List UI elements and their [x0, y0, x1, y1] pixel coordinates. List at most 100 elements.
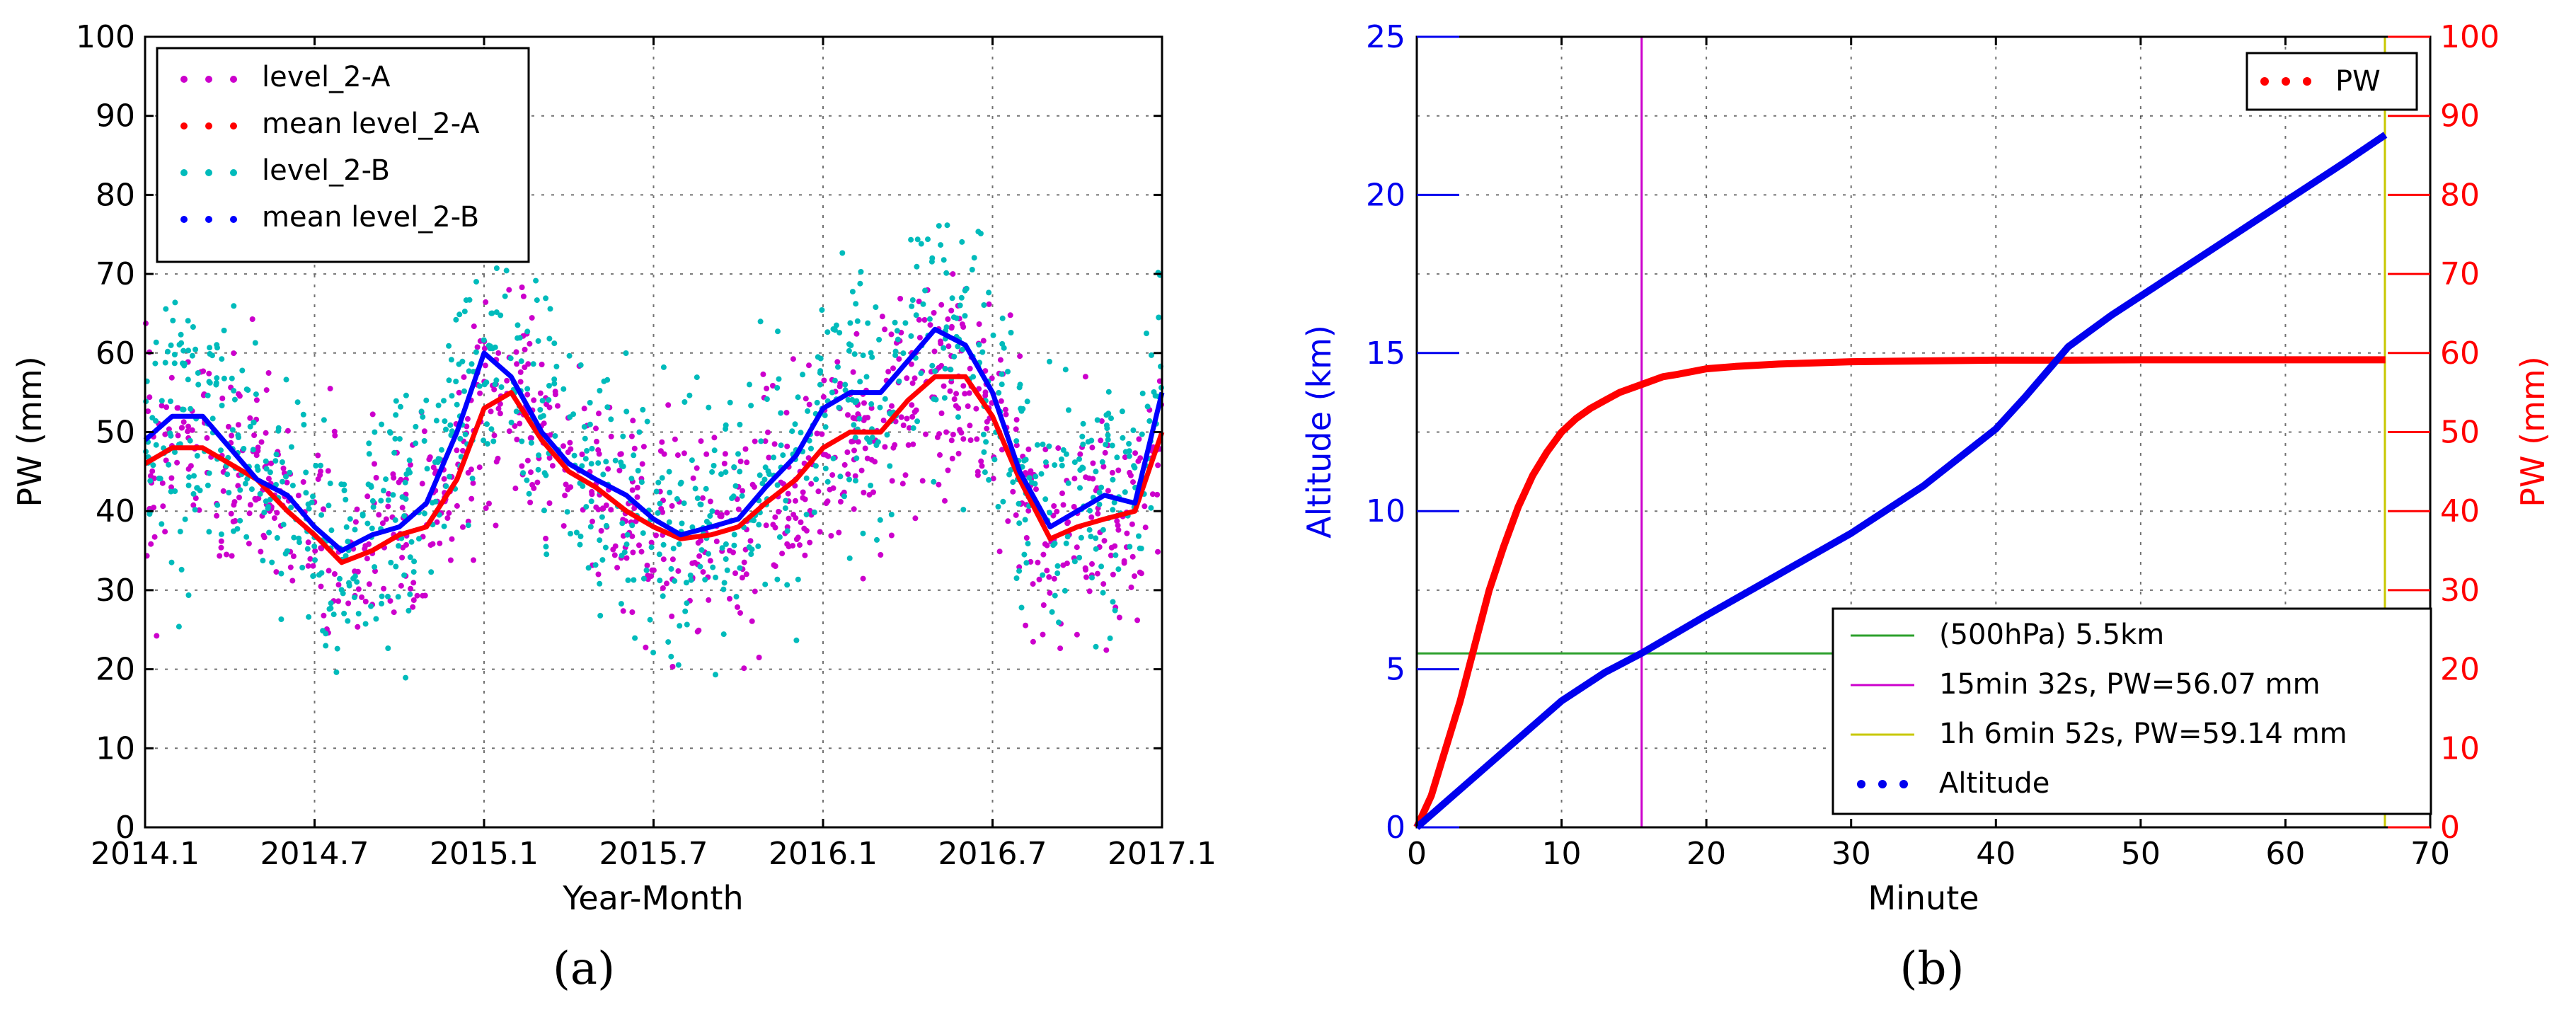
scatter-point-level-2-a — [381, 585, 387, 592]
scatter-point-level-2-b — [868, 483, 874, 488]
scatter-point-level-2-b — [629, 522, 636, 529]
scatter-point-level-2-b — [318, 570, 325, 576]
scatter-point-level-2-a — [427, 542, 434, 548]
scatter-point-level-2-a — [904, 375, 910, 381]
scatter-point-level-2-b — [689, 524, 696, 530]
scatter-point-level-2-a — [696, 627, 702, 633]
scatter-point-level-2-a — [931, 310, 937, 316]
scatter-point-level-2-b — [566, 352, 573, 359]
scatter-point-level-2-b — [326, 606, 333, 612]
scatter-point-level-2-a — [807, 507, 813, 514]
scatter-point-level-2-a — [159, 403, 165, 409]
scatter-point-level-2-a — [802, 552, 808, 558]
scatter-point-level-2-b — [283, 377, 289, 383]
scatter-point-level-2-b — [687, 573, 694, 578]
scatter-point-level-2-b — [604, 377, 611, 383]
scatter-point-level-2-b — [636, 429, 643, 435]
scatter-point-level-2-a — [146, 394, 153, 401]
scatter-point-level-2-b — [635, 468, 641, 473]
scatter-point-level-2-a — [793, 536, 800, 542]
scatter-point-level-2-b — [1038, 471, 1045, 477]
scatter-point-level-2-b — [976, 342, 982, 347]
scatter-point-level-2-b — [235, 432, 241, 438]
scatter-point-level-2-a — [616, 467, 623, 473]
scatter-point-level-2-b — [547, 306, 553, 312]
scatter-point-level-2-a — [595, 506, 602, 512]
scatter-point-level-2-a — [1025, 507, 1032, 514]
scatter-point-level-2-b — [857, 280, 863, 287]
scatter-point-level-2-b — [599, 514, 605, 520]
scatter-point-level-2-a — [1083, 474, 1089, 481]
scatter-point-level-2-b — [299, 565, 306, 570]
scatter-point-level-2-a — [698, 438, 704, 444]
scatter-point-level-2-a — [618, 451, 624, 457]
scatter-point-level-2-a — [300, 479, 306, 485]
scatter-point-level-2-a — [271, 515, 277, 522]
scatter-point-level-2-a — [707, 558, 713, 564]
scatter-point-level-2-b — [914, 418, 921, 425]
scatter-point-level-2-b — [941, 257, 947, 263]
scatter-point-level-2-a — [825, 453, 832, 459]
scatter-point-level-2-b — [941, 395, 948, 401]
scatter-point-level-2-a — [640, 444, 647, 450]
scatter-point-level-2-a — [943, 429, 950, 435]
scatter-point-level-2-b — [388, 559, 394, 565]
y-tick-label: 80 — [96, 177, 135, 213]
scatter-point-level-2-b — [229, 375, 235, 381]
scatter-point-level-2-b — [660, 364, 667, 370]
scatter-point-level-2-b — [403, 392, 409, 398]
scatter-point-level-2-a — [163, 457, 169, 464]
scatter-point-level-2-a — [960, 383, 967, 389]
scatter-point-level-2-a — [1090, 460, 1096, 466]
scatter-point-level-2-b — [1107, 635, 1113, 641]
scatter-point-level-2-a — [820, 452, 827, 458]
scatter-point-level-2-b — [498, 384, 505, 390]
scatter-point-level-2-a — [447, 557, 454, 563]
scatter-point-level-2-a — [945, 467, 951, 473]
scatter-point-level-2-a — [1136, 436, 1142, 442]
scatter-point-level-2-b — [579, 463, 585, 469]
y-tick-label: 20 — [96, 652, 135, 688]
scatter-point-level-2-a — [593, 425, 599, 432]
scatter-point-level-2-a — [552, 391, 558, 398]
scatter-point-level-2-b — [1139, 431, 1145, 437]
scatter-point-level-2-b — [288, 505, 294, 511]
scatter-point-level-2-b — [396, 436, 403, 442]
scatter-point-level-2-b — [1016, 520, 1023, 527]
scatter-point-level-2-b — [1023, 560, 1030, 566]
scatter-point-level-2-a — [1100, 464, 1107, 470]
scatter-point-level-2-b — [253, 391, 259, 398]
scatter-point-level-2-a — [162, 431, 168, 437]
scatter-point-level-2-b — [884, 432, 890, 438]
scatter-point-level-2-b — [481, 437, 487, 444]
y2-tick-label: 70 — [2440, 256, 2480, 292]
scatter-point-level-2-b — [748, 551, 754, 557]
scatter-point-level-2-b — [758, 438, 764, 444]
scatter-point-level-2-b — [153, 442, 159, 448]
scatter-point-level-2-b — [782, 505, 788, 512]
scatter-point-level-2-b — [784, 582, 790, 588]
scatter-point-level-2-b — [263, 498, 269, 505]
line-mean-level-2-b — [143, 326, 1165, 553]
scatter-point-level-2-a — [579, 452, 585, 457]
x-tick-label: 30 — [1832, 836, 1871, 872]
scatter-point-level-2-a — [790, 512, 797, 518]
scatter-point-level-2-a — [555, 403, 560, 409]
scatter-point-level-2-b — [237, 517, 243, 524]
scatter-point-level-2-a — [999, 447, 1005, 453]
scatter-point-level-2-b — [587, 524, 594, 530]
scatter-point-level-2-b — [1130, 427, 1137, 433]
scatter-point-level-2-b — [1100, 590, 1106, 596]
scatter-point-level-2-b — [543, 544, 549, 550]
scatter-point-level-2-a — [747, 538, 754, 544]
scatter-point-level-2-b — [1126, 448, 1132, 454]
scatter-point-level-2-a — [820, 393, 827, 400]
scatter-point-level-2-b — [1050, 542, 1057, 548]
scatter-point-level-2-b — [1077, 485, 1083, 491]
scatter-point-level-2-b — [647, 616, 653, 623]
scatter-point-level-2-b — [448, 357, 454, 363]
scatter-point-level-2-a — [868, 405, 875, 411]
scatter-point-level-2-b — [849, 396, 856, 403]
scatter-point-level-2-a — [289, 578, 296, 584]
scatter-point-level-2-b — [254, 464, 260, 470]
